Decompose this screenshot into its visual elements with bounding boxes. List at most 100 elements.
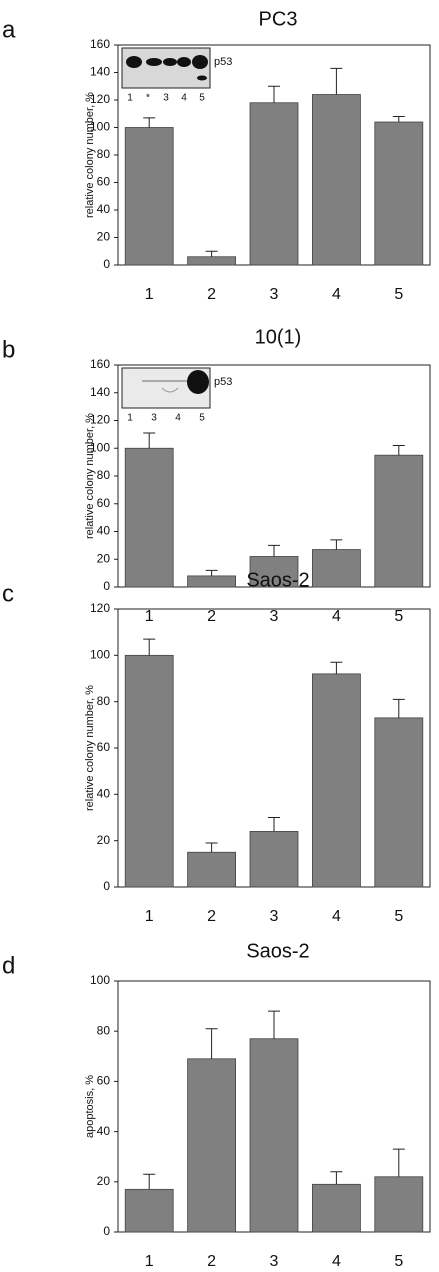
x-tick-label: 4 bbox=[332, 908, 341, 925]
error-bar bbox=[393, 699, 405, 718]
y-tick-label: 60 bbox=[97, 496, 111, 510]
y-axis-label: relative colony number, % bbox=[84, 413, 96, 539]
x-tick-label: 3 bbox=[270, 608, 279, 625]
lane-label: 4 bbox=[181, 93, 187, 104]
bar bbox=[188, 257, 236, 265]
error-bar bbox=[268, 86, 280, 103]
inset-label: p53 bbox=[214, 376, 232, 388]
lane-label: 5 bbox=[199, 413, 205, 424]
chart-title: 10(1) bbox=[255, 326, 302, 348]
y-tick-label: 0 bbox=[103, 879, 110, 893]
y-tick-label: 80 bbox=[97, 694, 111, 708]
y-tick-label: 80 bbox=[97, 147, 111, 161]
x-tick-label: 4 bbox=[332, 1253, 341, 1270]
y-tick-label: 0 bbox=[103, 1224, 110, 1238]
bar bbox=[375, 1177, 423, 1232]
y-tick-label: 100 bbox=[90, 120, 110, 134]
bar bbox=[250, 831, 298, 887]
chart-title: Saos-2 bbox=[246, 569, 309, 591]
panel-letter: d bbox=[2, 952, 15, 979]
error-bar bbox=[268, 545, 280, 556]
bar bbox=[188, 852, 236, 887]
y-tick-label: 160 bbox=[90, 37, 110, 51]
blot-band bbox=[197, 76, 207, 81]
error-bar bbox=[268, 818, 280, 832]
error-bar bbox=[206, 1029, 218, 1059]
x-tick-label: 4 bbox=[332, 286, 341, 303]
y-tick-label: 100 bbox=[90, 973, 110, 987]
blot-band bbox=[177, 57, 191, 67]
bar bbox=[312, 1184, 360, 1232]
bar bbox=[188, 576, 236, 587]
panel-letter: c bbox=[2, 580, 14, 607]
blot-band bbox=[126, 56, 142, 68]
x-tick-label: 3 bbox=[270, 1253, 279, 1270]
x-tick-label: 5 bbox=[394, 908, 403, 925]
y-tick-label: 100 bbox=[90, 648, 110, 662]
bar bbox=[375, 122, 423, 265]
bar bbox=[125, 655, 173, 887]
y-tick-label: 40 bbox=[97, 524, 111, 538]
error-bar bbox=[330, 662, 342, 674]
bar bbox=[125, 1189, 173, 1232]
lane-label: 1 bbox=[127, 93, 133, 104]
error-bar bbox=[206, 843, 218, 852]
chart-title: PC3 bbox=[259, 8, 298, 30]
panel-letter: b bbox=[2, 336, 15, 363]
y-tick-label: 80 bbox=[97, 468, 111, 482]
y-tick-label: 40 bbox=[97, 202, 111, 216]
x-tick-label: 1 bbox=[145, 286, 154, 303]
y-tick-label: 20 bbox=[97, 1174, 111, 1188]
y-axis-label: apoptosis, % bbox=[84, 1075, 96, 1138]
y-tick-label: 120 bbox=[90, 413, 110, 427]
lane-label: 3 bbox=[151, 413, 157, 424]
y-tick-label: 0 bbox=[103, 579, 110, 593]
y-tick-label: 100 bbox=[90, 440, 110, 454]
blot-band bbox=[142, 380, 187, 382]
bar bbox=[125, 448, 173, 587]
panel-letter: a bbox=[2, 16, 16, 43]
x-tick-label: 2 bbox=[207, 286, 216, 303]
error-bar bbox=[143, 639, 155, 655]
x-tick-label: 3 bbox=[270, 286, 279, 303]
error-bar bbox=[268, 1011, 280, 1039]
x-tick-label: 2 bbox=[207, 1253, 216, 1270]
bar bbox=[312, 674, 360, 887]
lane-label: 5 bbox=[199, 93, 205, 104]
bar bbox=[188, 1059, 236, 1232]
error-bar bbox=[143, 118, 155, 128]
x-tick-label: 5 bbox=[394, 286, 403, 303]
y-tick-label: 40 bbox=[97, 787, 111, 801]
inset-label: p53 bbox=[214, 56, 232, 68]
chart-title: Saos-2 bbox=[246, 940, 309, 962]
x-tick-label: 5 bbox=[394, 608, 403, 625]
blot-band bbox=[192, 55, 208, 69]
bar bbox=[375, 718, 423, 887]
y-tick-label: 0 bbox=[103, 257, 110, 271]
y-tick-label: 60 bbox=[97, 1074, 111, 1088]
x-tick-label: 2 bbox=[207, 908, 216, 925]
error-bar bbox=[330, 68, 342, 94]
x-tick-label: 5 bbox=[394, 1253, 403, 1270]
lane-label: 1 bbox=[127, 413, 133, 424]
lane-label: * bbox=[146, 93, 150, 104]
error-bar bbox=[393, 1149, 405, 1177]
y-tick-label: 60 bbox=[97, 175, 111, 189]
blot-band bbox=[163, 58, 177, 66]
y-tick-label: 20 bbox=[97, 551, 111, 565]
blot-band bbox=[146, 58, 162, 66]
bar bbox=[312, 550, 360, 587]
error-bar bbox=[143, 433, 155, 448]
x-tick-label: 3 bbox=[270, 908, 279, 925]
x-tick-label: 1 bbox=[145, 608, 154, 625]
error-bar bbox=[393, 445, 405, 455]
blot-band bbox=[187, 370, 209, 394]
error-bar bbox=[206, 570, 218, 576]
y-axis-label: relative colony number, % bbox=[84, 92, 96, 218]
bar bbox=[125, 128, 173, 266]
x-tick-label: 4 bbox=[332, 608, 341, 625]
y-tick-label: 80 bbox=[97, 1023, 111, 1037]
error-bar bbox=[143, 1174, 155, 1189]
lane-label: 4 bbox=[175, 413, 181, 424]
bar bbox=[375, 455, 423, 587]
